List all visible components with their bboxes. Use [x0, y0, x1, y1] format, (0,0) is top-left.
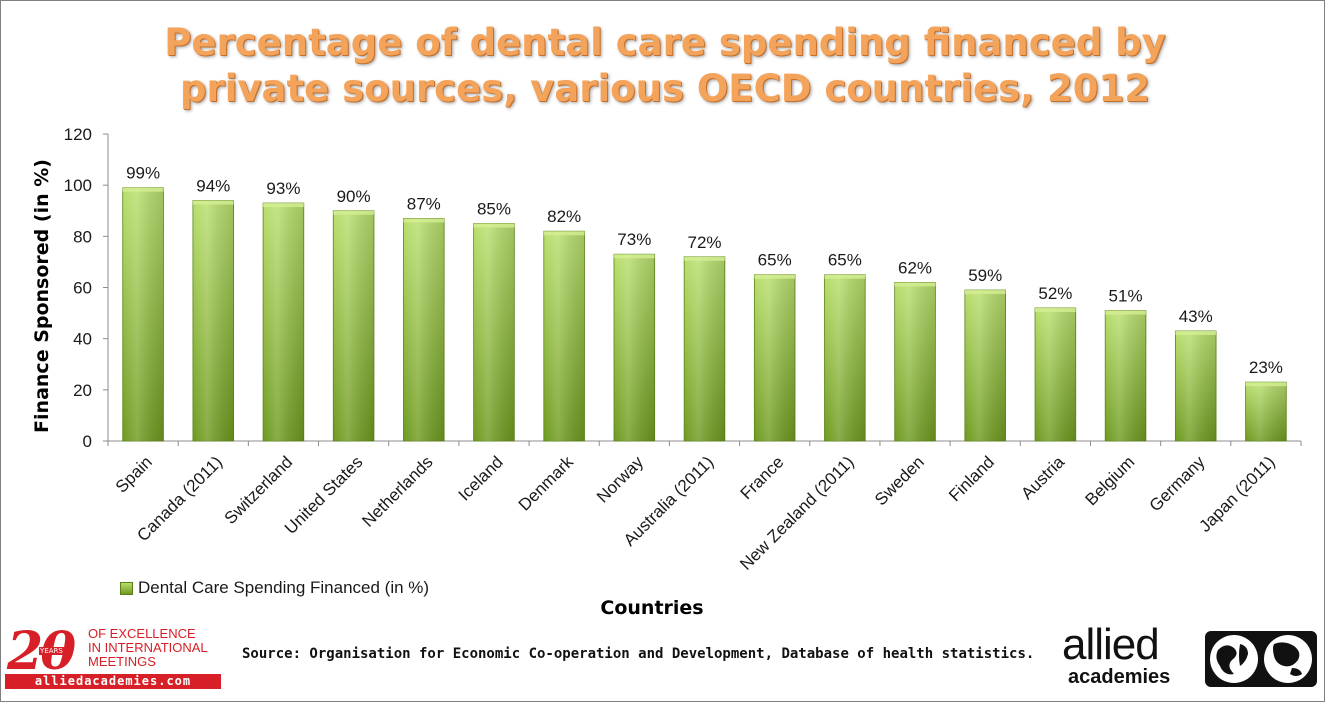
bar-cap — [684, 256, 725, 261]
bar-cap — [824, 274, 866, 279]
bar-sheen — [263, 203, 304, 441]
y-axis: 0 20 40 60 80 100 120 — [64, 125, 109, 451]
legend-swatch — [120, 581, 133, 595]
bars: 99% 94% 93% 90% 87% 85% 82% 73% 72% 65% 65% 62% 59% 5… — [122, 164, 1287, 442]
bar-sheen — [543, 231, 585, 441]
logo-tagline-line: MEETINGS — [88, 654, 156, 669]
bar-cap — [192, 200, 234, 205]
y-axis-title: Finance Sponsored (in %) — [31, 159, 53, 433]
data-label: 62% — [898, 258, 932, 277]
data-label: 85% — [477, 200, 511, 219]
bar-cap — [754, 274, 796, 279]
bar-cap — [473, 223, 515, 228]
bar-cap — [1105, 310, 1146, 315]
logo-word-allied: allied — [1062, 620, 1160, 669]
bar-sheen — [192, 200, 234, 441]
logo-years: YEARS — [39, 647, 64, 655]
y-tick-label: 20 — [73, 381, 92, 400]
bar-cap — [263, 203, 304, 208]
x-tick-label: Switzerland — [221, 452, 297, 528]
x-tick-label: Denmark — [515, 452, 578, 515]
bar-sheen — [333, 210, 374, 441]
bar-cap — [894, 282, 936, 287]
y-tick-label: 60 — [73, 279, 92, 298]
bar-sheen — [754, 274, 796, 441]
logo-tagline-line: IN INTERNATIONAL — [88, 640, 208, 655]
legend: Dental Care Spending Financed (in %) — [120, 578, 429, 598]
y-tick-label: 0 — [83, 432, 92, 451]
x-tick-label: France — [737, 452, 788, 503]
x-tick-label: Japan (2011) — [1195, 452, 1278, 535]
x-tick-label: Norway — [593, 452, 648, 507]
data-label: 43% — [1179, 307, 1213, 326]
data-label: 90% — [337, 187, 371, 206]
bar-sheen — [1175, 330, 1217, 441]
bar-sheen — [894, 282, 936, 441]
data-label: 65% — [828, 251, 862, 270]
bar-cap — [964, 290, 1006, 295]
allied-academies-logo: allied academies — [1062, 620, 1320, 690]
y-tick-label: 100 — [64, 176, 92, 195]
y-tick-label: 120 — [64, 125, 92, 144]
x-tick-label: Netherlands — [358, 452, 436, 530]
x-tick-label: Germany — [1146, 452, 1209, 515]
bar-cap — [613, 254, 655, 259]
data-label: 73% — [617, 230, 651, 249]
logo-url: alliedacademies.com — [5, 674, 221, 689]
data-label: 87% — [407, 194, 441, 213]
bar-sheen — [1105, 310, 1146, 441]
bar-cap — [333, 210, 374, 215]
bar-sheen — [1035, 307, 1076, 441]
data-label: 51% — [1109, 287, 1143, 306]
legend-label: Dental Care Spending Financed (in %) — [138, 578, 430, 597]
data-label: 94% — [196, 177, 230, 196]
bar-sheen — [403, 218, 445, 441]
x-tick-label: Spain — [112, 452, 156, 496]
bar-cap — [122, 187, 164, 192]
x-tick-label: Austria — [1017, 452, 1068, 503]
data-label: 65% — [758, 251, 792, 270]
x-axis-title: Countries — [600, 597, 703, 619]
logo-tagline: OF EXCELLENCE IN INTERNATIONAL MEETINGS — [88, 627, 208, 669]
data-label: 23% — [1249, 358, 1283, 377]
chart-title: Percentage of dental care spending finan… — [164, 21, 1166, 110]
x-tick-label: Belgium — [1082, 452, 1139, 509]
bar-sheen — [613, 254, 655, 441]
x-tick-label: Iceland — [455, 452, 507, 504]
x-tick-label: Sweden — [871, 452, 928, 509]
source-note: Source: Organisation for Economic Co-ope… — [242, 646, 1035, 662]
bar-sheen — [122, 187, 164, 441]
y-tick-label: 40 — [73, 330, 92, 349]
bar-cap — [1035, 307, 1076, 312]
x-tick-label: Finland — [945, 452, 998, 505]
bar-sheen — [684, 256, 725, 441]
bar-sheen — [964, 290, 1006, 441]
globe-map-icon — [1205, 631, 1317, 687]
data-label: 82% — [547, 207, 581, 226]
data-label: 99% — [126, 164, 160, 183]
logo-word-academies: academies — [1068, 666, 1171, 688]
x-tick-label: New Zealand (2011) — [736, 452, 857, 573]
bar-sheen — [1245, 382, 1287, 441]
bar-cap — [543, 231, 585, 236]
bar-sheen — [473, 223, 515, 441]
anniversary-logo: 20 YEARS OF EXCELLENCE IN INTERNATIONAL … — [5, 621, 223, 691]
bar-cap — [403, 218, 445, 223]
data-label: 52% — [1038, 284, 1072, 303]
bar-cap — [1245, 382, 1287, 387]
data-label: 59% — [968, 266, 1002, 285]
y-tick-label: 80 — [73, 227, 92, 246]
bar-sheen — [824, 274, 866, 441]
data-label: 72% — [687, 233, 721, 252]
logo-tagline-line: OF EXCELLENCE — [88, 626, 196, 641]
bar-cap — [1175, 330, 1217, 335]
data-label: 93% — [266, 179, 300, 198]
